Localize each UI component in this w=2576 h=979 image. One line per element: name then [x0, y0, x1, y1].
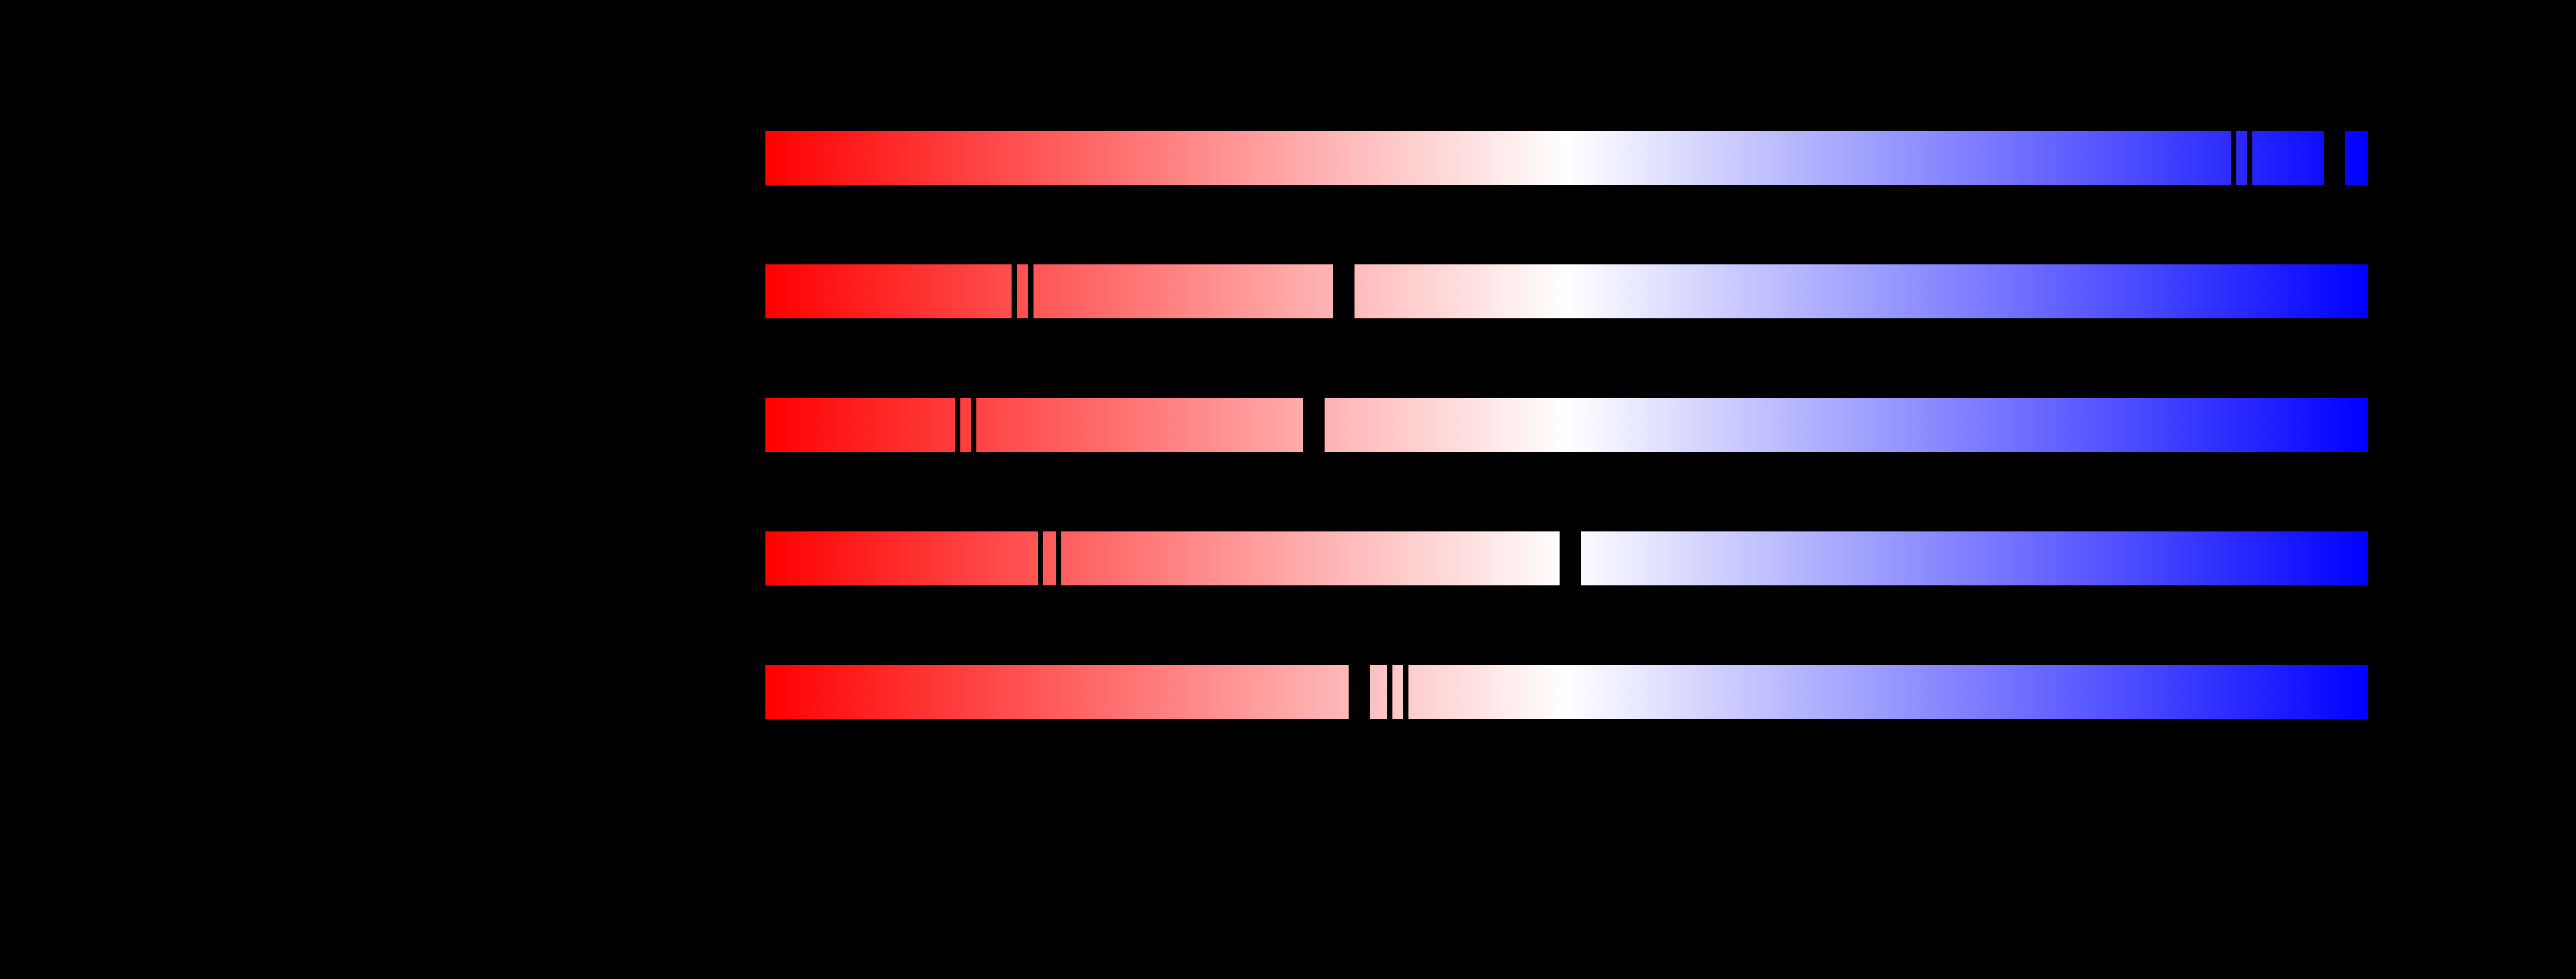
thin-tick-marker — [1038, 531, 1043, 585]
thin-tick-marker — [971, 398, 976, 452]
thick-tick-marker — [1349, 665, 1370, 719]
thin-tick-marker — [955, 398, 960, 452]
thin-tick-marker — [1056, 531, 1061, 585]
thick-tick-marker — [1333, 264, 1354, 318]
thin-tick-marker — [1028, 264, 1033, 318]
gradient-bar-row-1 — [765, 131, 2368, 185]
thin-tick-marker — [1012, 264, 1017, 318]
gradient-bar-row-4 — [765, 531, 2368, 585]
thin-tick-marker — [2231, 131, 2236, 185]
thin-tick-marker — [2247, 131, 2252, 185]
gradient-bar-row-5 — [765, 665, 2368, 719]
thick-tick-marker — [1560, 531, 1581, 585]
thin-tick-marker — [1387, 665, 1392, 719]
thick-tick-marker — [2324, 131, 2345, 185]
thin-tick-marker — [1403, 665, 1408, 719]
gradient-bar-row-2 — [765, 264, 2368, 318]
thick-tick-marker — [1303, 398, 1325, 452]
gradient-bar-row-3 — [765, 398, 2368, 452]
